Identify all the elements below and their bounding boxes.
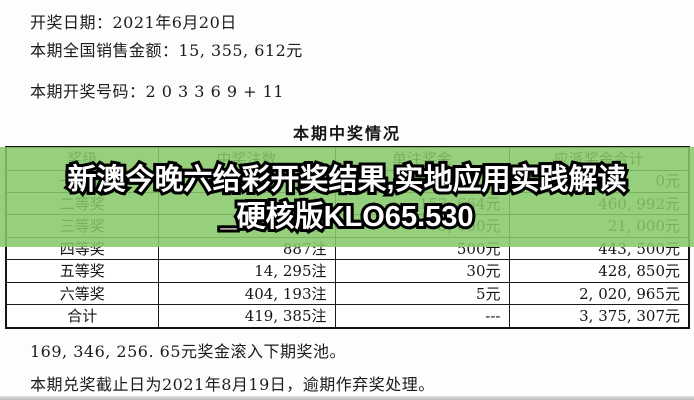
table-row-total: 合计 419, 385注 --- 3, 375, 307元	[5, 304, 690, 329]
cell-prize-per-bet: 5元	[334, 281, 510, 306]
cell-total-payout: 3, 375, 307元	[508, 304, 690, 329]
cell-total-payout: 2, 020, 965元	[508, 281, 690, 306]
watermark-headline-line2: _硬核版KLO65.530 _硬核版KLO65.530	[0, 198, 694, 236]
table-row: 六等奖 404, 193注 5元 2, 020, 965元	[5, 281, 690, 306]
green-overlay-band	[0, 147, 694, 247]
prize-table-title: 本期中奖情况	[292, 124, 401, 143]
jackpot-rollover-line: 169, 346, 256. 65元奖金滚入下期奖池。	[30, 342, 346, 361]
cell-prize-level: 合计	[5, 304, 159, 329]
winning-numbers-line: 本期开奖号码：2 0 3 3 6 9 + 11	[30, 82, 284, 101]
watermark-headline-line1: 新澳今晚六给彩开奖结果,实地应用实践解读 新澳今晚六给彩开奖结果,实地应用实践解…	[0, 161, 694, 199]
headline-fill-layer: 新澳今晚六给彩开奖结果,实地应用实践解读	[67, 164, 627, 196]
national-sales-line: 本期全国销售金额：15, 355, 612元	[30, 41, 303, 60]
cell-prize-per-bet: 30元	[334, 259, 510, 283]
cell-prize-level: 六等奖	[5, 281, 159, 306]
headline-outline-layer: _硬核版KLO65.530	[217, 198, 476, 236]
cell-prize-per-bet: ---	[334, 304, 510, 329]
draw-date-line: 开奖日期：2021年6月20日	[30, 13, 237, 32]
cell-winning-bets: 404, 193注	[157, 281, 336, 306]
claim-deadline-line: 本期兑奖截止日为2021年8月19日，逾期作弃奖处理。	[30, 375, 435, 394]
table-row: 五等奖 14, 295注 30元 428, 850元	[5, 259, 690, 283]
headline-outline-layer: 新澳今晚六给彩开奖结果,实地应用实践解读	[64, 161, 629, 199]
cell-prize-level: 五等奖	[5, 259, 159, 283]
watermark-headline: 新澳今晚六给彩开奖结果,实地应用实践解读 新澳今晚六给彩开奖结果,实地应用实践解…	[0, 161, 694, 236]
cell-total-payout: 428, 850元	[508, 259, 690, 283]
cell-winning-bets: 419, 385注	[157, 304, 336, 329]
headline-fill-layer: _硬核版KLO65.530	[220, 201, 474, 233]
cell-winning-bets: 14, 295注	[157, 259, 336, 283]
bottom-edge-strip	[0, 396, 694, 400]
